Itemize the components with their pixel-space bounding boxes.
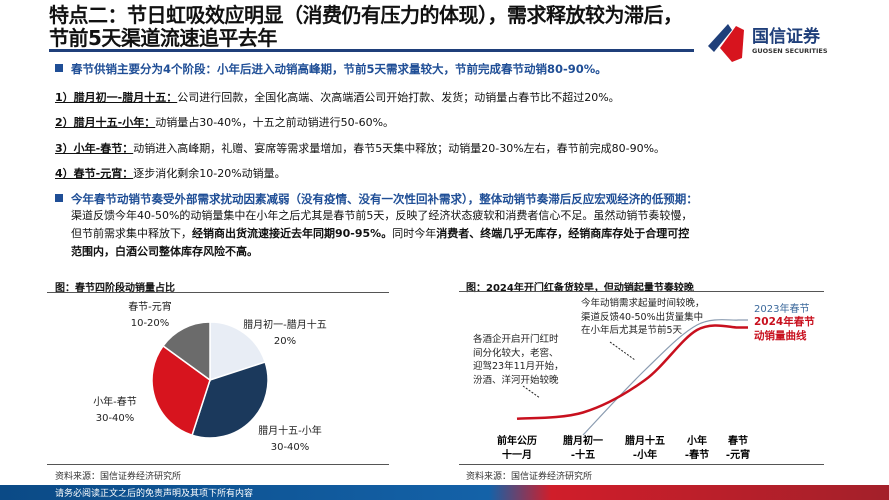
paragraph-line-2: 但节前需求集中释放下，经销商出货流速接近去年同期90-95%。同时今年消费者、终… [71, 225, 851, 243]
annotation-top: 今年动销需求起量时间较晚， 渠道反馈40-50%出货量集中 在小年后尤其是节前5天 [581, 298, 705, 336]
pie-label-early-month: 腊月初一-腊月十五 20% [243, 320, 327, 347]
paragraph-text: 但节前需求集中释放下， [71, 227, 192, 240]
line-chart-title: 图：2024年开门红备货较早，但动销起量节奏较晚 [466, 283, 694, 294]
paragraph-bold: 消费者、终端几乎无库存，经销商库存处于合理可控 [436, 227, 690, 240]
pie-slice [151, 344, 211, 437]
legend-2023: 2023年春节 [754, 304, 810, 315]
stage-4: 4）春节-元宵：逐步消化剩余10-20%动销量。 [55, 165, 286, 181]
pie-label-xiaonian: 小年-春节 30-40% [93, 397, 137, 424]
stage-4-label: 4）春节-元宵： [55, 167, 134, 180]
logo-text: 国信证券 [752, 27, 820, 47]
bullet-2-text: 今年春节动销节奏受外部需求扰动因素减弱（没有疫情、没有一次性回补需求），整体动销… [71, 192, 698, 206]
page-title: 特点二：节日虹吸效应明显（消费仍有压力的体现），需求释放较为滞后，节前5天渠道流… [49, 3, 683, 50]
paragraph-text: 同时今年 [392, 227, 437, 240]
chart-source: 资料来源：国信证券经济研究所 [466, 472, 593, 482]
x-tick-label: -小年 [633, 448, 657, 460]
stage-1: 1）腊月初一-腊月十五：公司进行回款，全国化高端、次高端酒公司开始打款、发货；动… [55, 89, 620, 105]
x-tick-label: 腊月初一 [563, 434, 603, 447]
pie-chart-title: 图：春节四阶段动销量占比 [55, 283, 175, 294]
logo-subtext: GUOSEN SECURITIES [752, 47, 828, 55]
chart-divider [47, 464, 389, 465]
x-tick-label: -元宵 [726, 448, 750, 460]
series-line [582, 319, 748, 436]
x-tick-label: 前年公历 [497, 434, 537, 447]
pie-label-mid-month: 腊月十五-小年 30-40% [258, 426, 322, 453]
bullet-1-text: 春节供销主要分为4个阶段：小年后进入动销高峰期，节前5天需求量较大，节前完成春节… [71, 62, 607, 76]
x-tick-label: -春节 [685, 448, 709, 460]
pie-label-spring-lantern: 春节-元宵 10-20% [128, 302, 172, 329]
analysis-paragraph: 渠道反馈今年40-50%的动销量集中在小年之后尤其是春节前5天，反映了经济状态疲… [71, 207, 851, 261]
annotation-arrow [609, 341, 636, 361]
chart-source: 资料来源：国信证券经济研究所 [55, 472, 182, 482]
legend-2024: 2024年春节 动销量曲线 [754, 316, 815, 342]
x-tick-label: 十一月 [502, 448, 532, 460]
footer-disclaimer: 请务必阅读正文之后的免责声明及其项下所有内容 [55, 489, 254, 499]
x-tick-label: 小年 [686, 434, 707, 447]
bullet-1: 春节供销主要分为4个阶段：小年后进入动销高峰期，节前5天需求量较大，节前完成春节… [55, 61, 607, 77]
x-tick-label: 春节 [728, 434, 748, 447]
pie-slice [162, 321, 211, 382]
series-line [516, 324, 748, 420]
stage-3-text: 动销进入高峰期，礼赠、宴席等需求量增加，春节5天集中释放；动销量20-30%左右… [133, 142, 666, 155]
stage-2-label: 2）腊月十五-小年： [55, 116, 156, 129]
x-tick-label: 腊月十五 [625, 434, 665, 447]
paragraph-line-3: 范围内，白酒公司整体库存风险不高。 [71, 245, 258, 258]
x-tick-label: -十五 [571, 448, 595, 460]
stage-3: 3）小年-春节：动销进入高峰期，礼赠、宴席等需求量增加，春节5天集中释放；动销量… [55, 140, 665, 156]
stage-3-label: 3）小年-春节： [55, 142, 134, 155]
annotation-left: 各酒企开启开门红时 间分化较大，老窖、 迎驾23年11月开始， 汾酒、洋河开始较晚 [473, 334, 564, 386]
stage-1-text: 公司进行回款，全国化高端、次高端酒公司开始打款、发货；动销量占春节比不超过20%… [177, 91, 620, 104]
pie-chart [151, 321, 269, 439]
footer-bar: 请务必阅读正文之后的免责声明及其项下所有内容 [0, 485, 889, 500]
bullet-2: 今年春节动销节奏受外部需求扰动因素减弱（没有疫情、没有一次性回补需求），整体动销… [55, 191, 698, 207]
paragraph-line-1: 渠道反馈今年40-50%的动销量集中在小年之后尤其是春节前5天，反映了经济状态疲… [71, 209, 693, 222]
square-bullet-icon [55, 64, 63, 72]
stage-2: 2）腊月十五-小年：动销量占30-40%，十五之前动销进行50-60%。 [55, 114, 394, 130]
company-logo: 国信证券 GUOSEN SECURITIES [706, 14, 856, 64]
chart-divider [47, 292, 389, 293]
annotation-arrow [522, 385, 541, 399]
logo-mark-icon [708, 24, 744, 62]
title-divider [49, 49, 694, 52]
square-bullet-icon [55, 194, 63, 202]
paragraph-bold: 经销商出货流速接近去年同期90-95%。 [192, 227, 393, 240]
stage-2-text: 动销量占30-40%，十五之前动销进行50-60%。 [155, 116, 395, 129]
chart-divider [459, 291, 824, 292]
stage-1-label: 1）腊月初一-腊月十五： [55, 91, 178, 104]
pie-slice [191, 361, 269, 439]
chart-divider [459, 464, 824, 465]
stage-4-text: 逐步消化剩余10-20%动销量。 [133, 167, 286, 180]
pie-slice [209, 321, 267, 382]
